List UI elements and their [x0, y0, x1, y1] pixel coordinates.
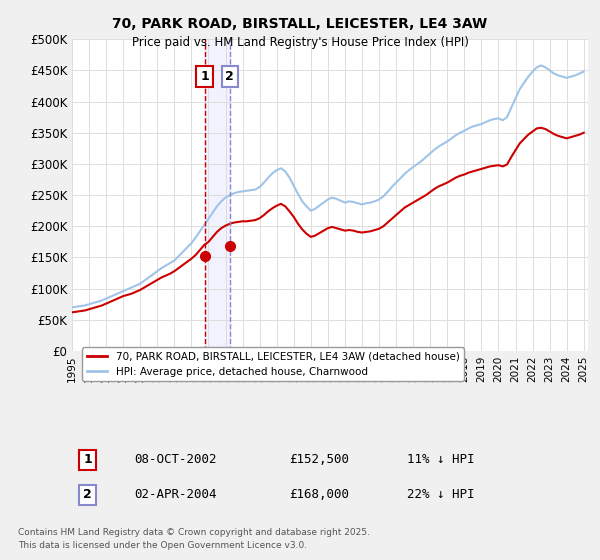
Text: 70, PARK ROAD, BIRSTALL, LEICESTER, LE4 3AW: 70, PARK ROAD, BIRSTALL, LEICESTER, LE4 … [112, 17, 488, 31]
Text: 1: 1 [200, 70, 209, 83]
Text: 08-OCT-2002: 08-OCT-2002 [134, 453, 217, 466]
Text: £152,500: £152,500 [289, 453, 349, 466]
Text: 02-APR-2004: 02-APR-2004 [134, 488, 217, 501]
Legend: 70, PARK ROAD, BIRSTALL, LEICESTER, LE4 3AW (detached house), HPI: Average price: 70, PARK ROAD, BIRSTALL, LEICESTER, LE4 … [82, 347, 464, 381]
Text: 22% ↓ HPI: 22% ↓ HPI [407, 488, 475, 501]
Text: Price paid vs. HM Land Registry's House Price Index (HPI): Price paid vs. HM Land Registry's House … [131, 36, 469, 49]
Text: 2: 2 [226, 70, 234, 83]
Text: 1: 1 [83, 453, 92, 466]
Text: 11% ↓ HPI: 11% ↓ HPI [407, 453, 475, 466]
Bar [205, 39, 230, 351]
Text: Contains HM Land Registry data © Crown copyright and database right 2025.
This d: Contains HM Land Registry data © Crown c… [18, 529, 370, 550]
Text: £168,000: £168,000 [289, 488, 349, 501]
Text: 2: 2 [83, 488, 92, 501]
